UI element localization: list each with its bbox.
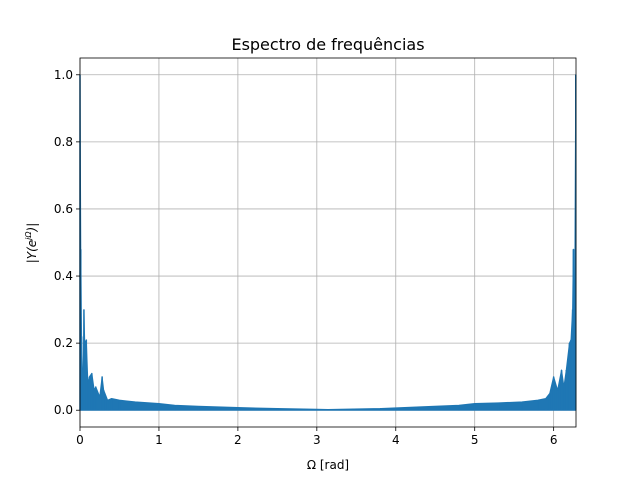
x-tick-label: 1 [155,433,163,447]
x-axis-label: Ω [rad] [307,458,349,472]
x-tick-label: 0 [76,433,84,447]
y-tick-label: 0.4 [54,269,73,283]
spectrum-band [79,74,577,411]
x-tick-label: 4 [392,433,400,447]
y-axis-label: |Y(ejΩ)| [24,223,39,264]
y-tick-label: 1.0 [54,68,73,82]
x-tick-label: 2 [234,433,242,447]
y-tick-label: 0.2 [54,336,73,350]
y-tick-label: 0.6 [54,202,73,216]
x-tick-label: 5 [471,433,479,447]
y-tick-label: 0.8 [54,135,73,149]
y-label-sup: jΩ [24,231,33,241]
x-axis-ticks: 0 1 2 3 4 5 6 [76,427,557,447]
plot-area [80,58,576,427]
y-tick-label: 0.0 [54,403,73,417]
y-axis-ticks: 0.0 0.2 0.4 0.6 0.8 1.0 [54,68,80,417]
x-tick-label: 6 [550,433,558,447]
y-label-post: )| [25,223,39,233]
chart-title: Espectro de frequências [231,35,424,54]
x-tick-label: 3 [313,433,321,447]
y-label-pre: |Y(e [25,240,39,263]
plot-frame [79,57,577,428]
